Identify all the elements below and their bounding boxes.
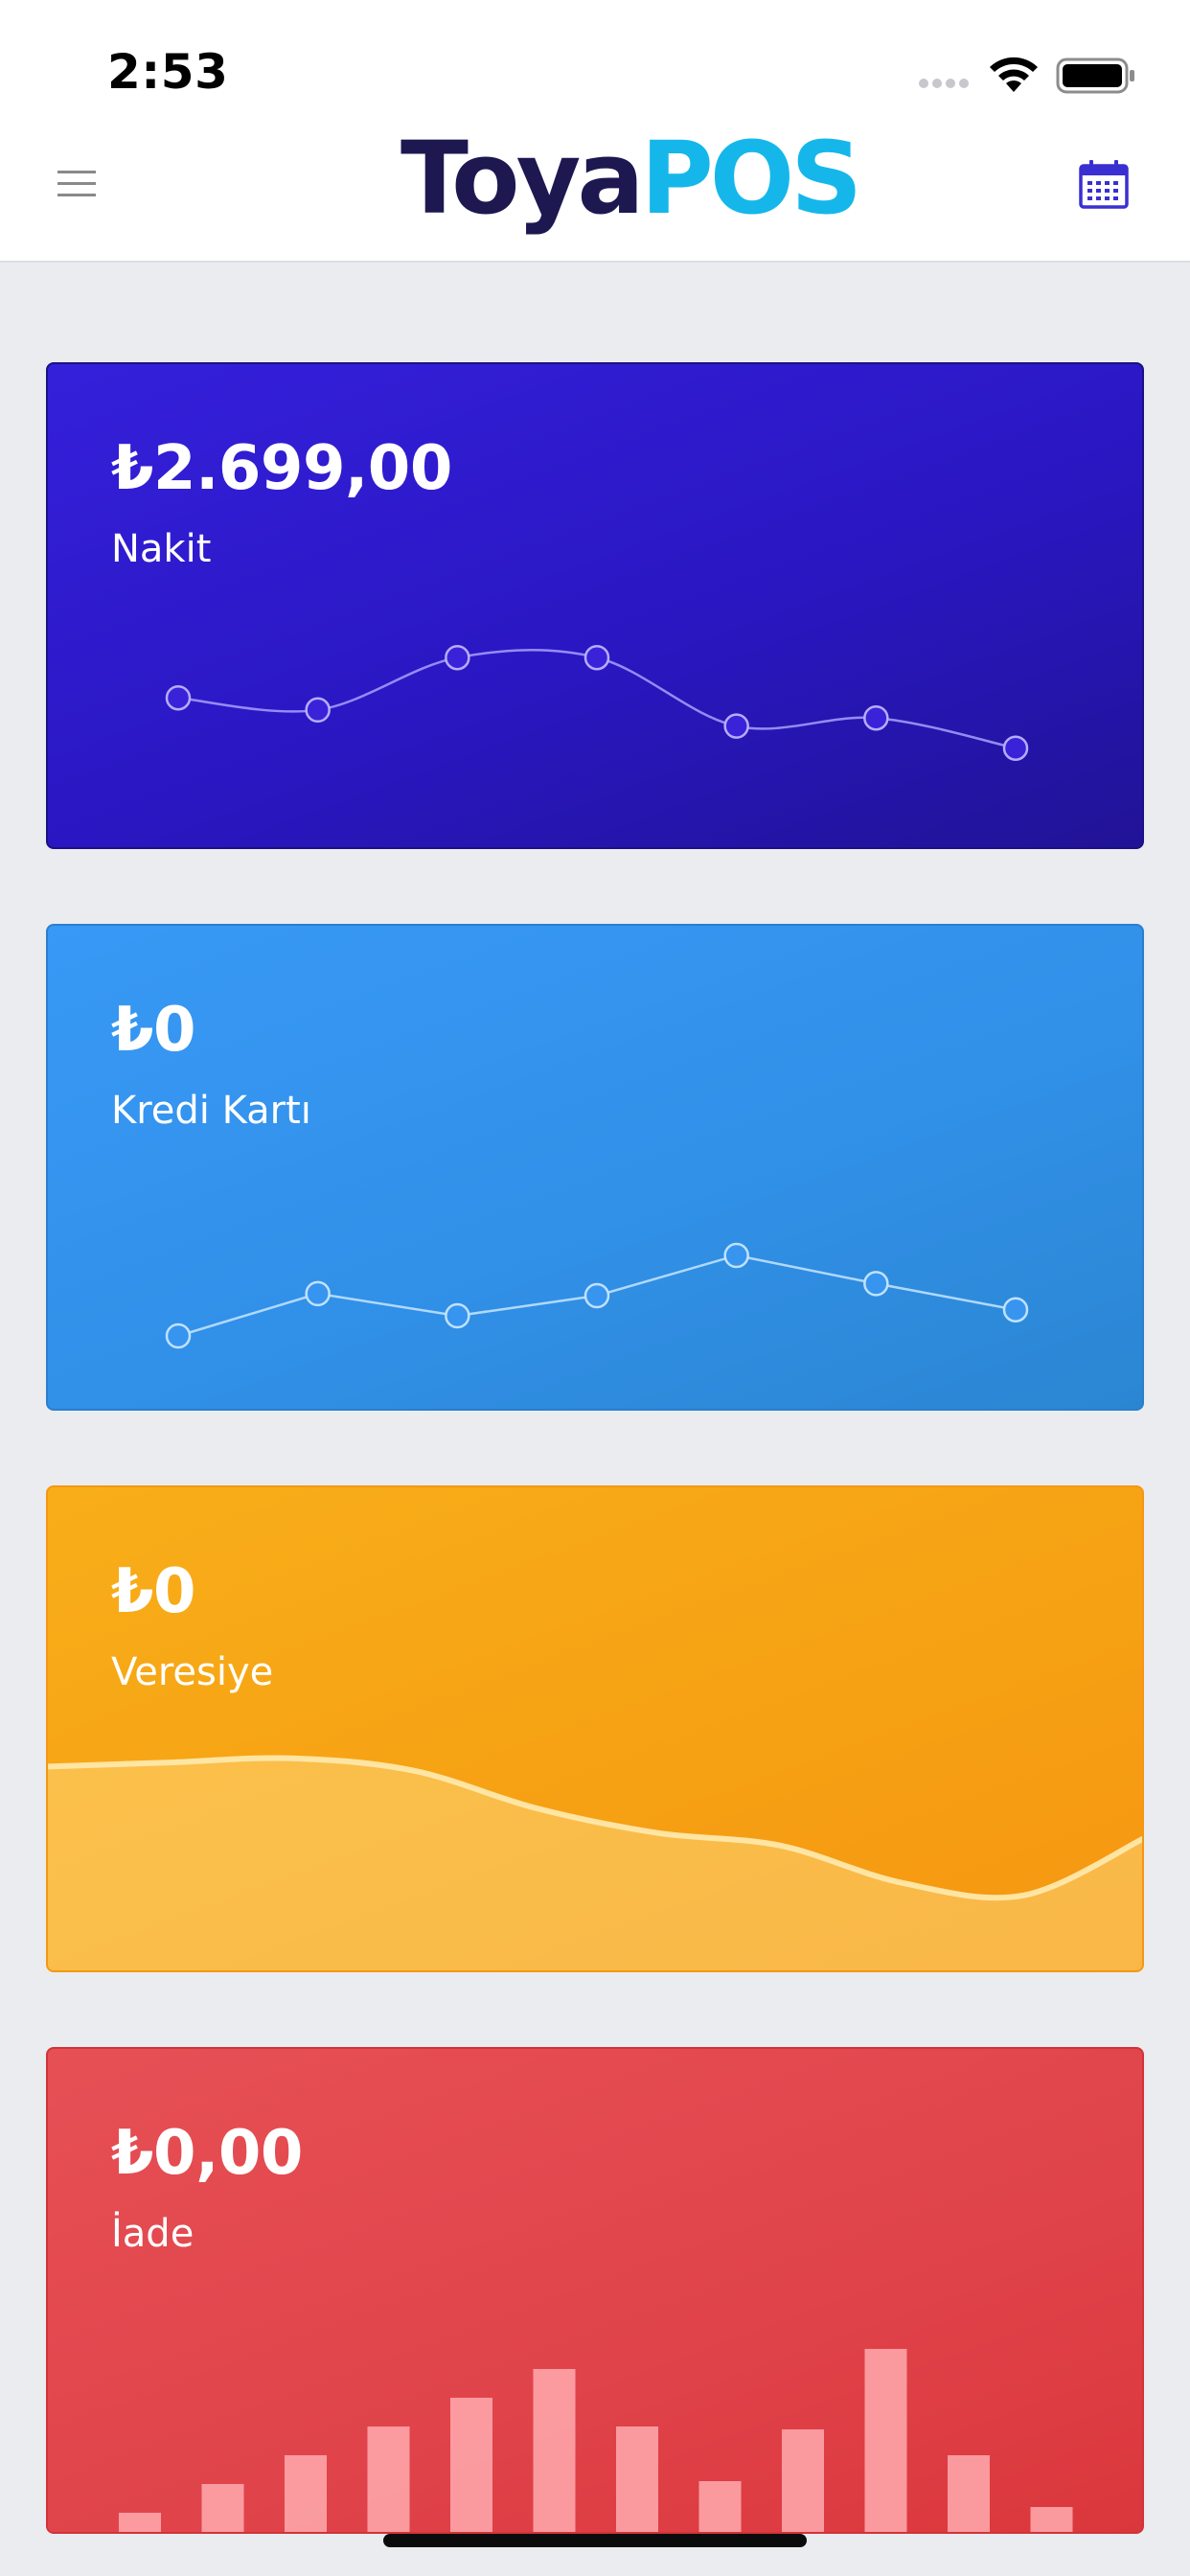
- bar-7: [698, 2481, 742, 2532]
- logo-part-toya: Toya: [400, 120, 645, 237]
- cash-amount: ₺2.699,00: [111, 433, 452, 504]
- data-point-4: [723, 1242, 749, 1269]
- logo-part-pos: POS: [640, 120, 863, 237]
- data-point-0: [165, 684, 192, 711]
- credit-sales-amount: ₺0: [111, 1556, 196, 1627]
- refund-bar-chart: [119, 2349, 1073, 2532]
- status-time: 2:53: [107, 44, 229, 100]
- battery-icon: [1056, 58, 1134, 94]
- calendar-icon[interactable]: [1077, 157, 1131, 211]
- refund-amount: ₺0,00: [111, 2118, 303, 2189]
- hamburger-menu-icon[interactable]: [54, 159, 102, 207]
- bar-10: [948, 2455, 990, 2532]
- bar-3: [367, 2426, 410, 2532]
- data-point-3: [584, 644, 610, 671]
- status-bar: 2:53: [0, 0, 1190, 134]
- cash-label: Nakit: [111, 527, 212, 571]
- data-point-5: [863, 1271, 889, 1297]
- credit-sales-label: Veresiye: [111, 1650, 274, 1694]
- data-point-1: [305, 697, 331, 724]
- bar-6: [616, 2426, 658, 2532]
- bar-9: [864, 2349, 907, 2532]
- app-header: ToyaPOS: [0, 128, 1190, 263]
- refund-label: İade: [111, 2212, 195, 2256]
- credit-card-amount: ₺0: [111, 995, 196, 1066]
- credit-sales-card[interactable]: ₺0 Veresiye: [46, 1485, 1144, 1972]
- bar-8: [782, 2429, 824, 2532]
- cash-card[interactable]: ₺2.699,00 Nakit: [46, 362, 1144, 849]
- bar-4: [450, 2398, 492, 2532]
- data-point-2: [445, 1302, 470, 1329]
- area-line: [48, 1755, 1142, 1901]
- credit-card-label: Kredi Kartı: [111, 1089, 311, 1133]
- bar-2: [285, 2455, 327, 2532]
- bar-1: [201, 2484, 244, 2532]
- data-point-3: [584, 1282, 610, 1309]
- credit-sales-area-chart: [48, 1755, 1142, 1970]
- refund-card[interactable]: ₺0,00 İade: [46, 2047, 1144, 2534]
- home-indicator: [383, 2534, 807, 2547]
- data-point-1: [305, 1280, 331, 1307]
- bar-0: [119, 2513, 161, 2532]
- credit-card-card[interactable]: ₺0 Kredi Kartı: [46, 924, 1144, 1411]
- data-point-2: [445, 644, 470, 671]
- credit-card-line-chart: [165, 1242, 1029, 1349]
- bar-5: [533, 2369, 576, 2532]
- area-fill: [48, 1758, 1142, 1970]
- bar-11: [1030, 2507, 1073, 2532]
- data-point-4: [723, 713, 749, 739]
- data-point-5: [863, 704, 889, 731]
- app-logo: ToyaPOS: [400, 128, 862, 228]
- cellular-signal-icon: [919, 79, 969, 88]
- data-point-0: [165, 1322, 192, 1349]
- data-point-6: [1002, 1297, 1029, 1322]
- cash-line-chart: [165, 644, 1029, 761]
- wifi-icon: [990, 57, 1038, 92]
- data-point-6: [1002, 735, 1029, 761]
